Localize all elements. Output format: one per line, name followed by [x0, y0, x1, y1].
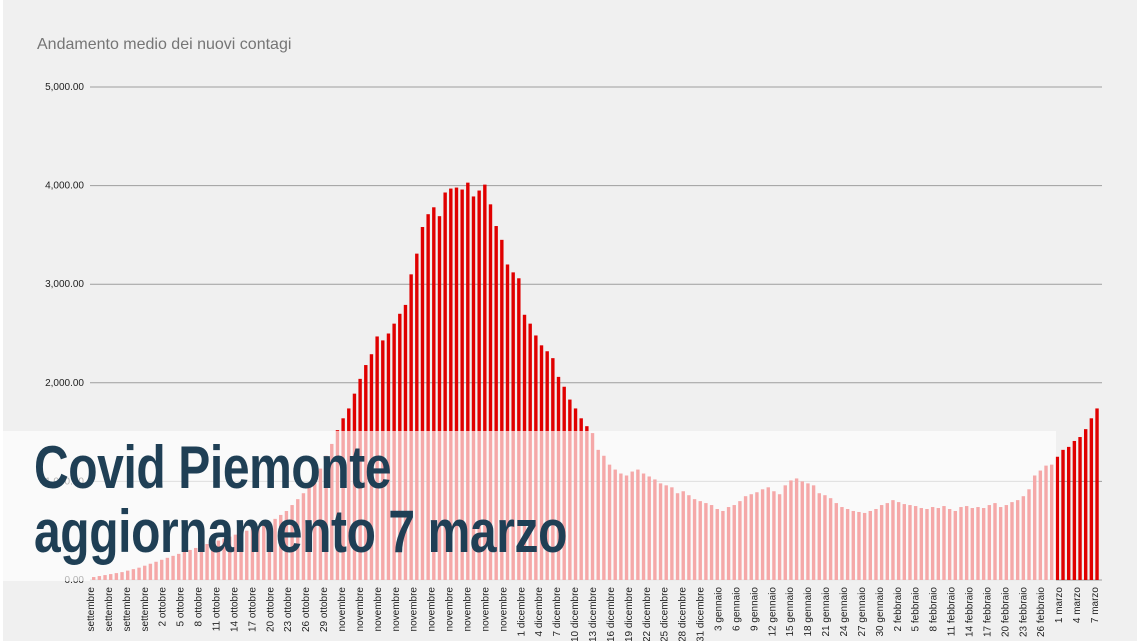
x-tick-label: 20 febbraio [1000, 587, 1011, 637]
x-tick-label: 18 gennaio [803, 587, 814, 637]
y-tick-label: 4,000.00 [45, 181, 84, 192]
bar [460, 189, 464, 581]
x-tick-label: 21 gennaio [821, 587, 832, 637]
x-tick-label: 17 ottobre [247, 587, 258, 632]
bar [1055, 456, 1060, 580]
x-tick-label: 13 dicembre [588, 587, 599, 641]
headline-line-1: Covid Piemonte [34, 434, 392, 501]
x-tick-label: 14 ottobre [229, 587, 240, 632]
x-tick-label: novembre [337, 587, 348, 632]
bar [511, 272, 515, 580]
x-tick-label: settembre [122, 587, 133, 632]
bar [1083, 429, 1088, 580]
x-tick-label: 5 ottobre [176, 587, 187, 627]
x-tick-label: 8 febbraio [929, 587, 940, 632]
x-tick-label: 8 ottobre [194, 587, 205, 627]
x-tick-label: 31 dicembre [696, 587, 707, 641]
x-tick-label: 5 febbraio [911, 587, 922, 632]
x-tick-label: 19 dicembre [624, 587, 635, 641]
x-tick-label: 30 gennaio [875, 587, 886, 637]
x-tick-label: 7 marzo [1090, 587, 1101, 624]
x-tick-label: novembre [355, 587, 366, 632]
bar [437, 216, 442, 581]
bar [1066, 446, 1071, 580]
y-tick-label: 2,000.00 [45, 378, 84, 389]
x-tick-label: 11 ottobre [212, 587, 223, 632]
bar [415, 253, 419, 580]
y-tick-label: 5,000.00 [45, 82, 84, 93]
x-tick-label: 27 gennaio [857, 587, 868, 637]
x-tick-label: 14 febbraio [965, 587, 976, 637]
x-tick-label: settembre [86, 587, 97, 632]
bar [426, 214, 430, 580]
x-tick-label: 15 gennaio [785, 587, 796, 637]
bar [1089, 418, 1094, 580]
x-tick-label: novembre [427, 587, 438, 632]
bar [1072, 440, 1077, 580]
x-tick-label: novembre [391, 587, 402, 632]
x-tick-label: 7 dicembre [552, 587, 563, 637]
x-tick-label: novembre [463, 587, 474, 632]
x-tick-label: 28 dicembre [678, 587, 689, 641]
headline: Covid Piemonte aggiornamento 7 marzo [34, 436, 567, 564]
x-tick-label: 23 ottobre [283, 587, 294, 632]
bar [432, 207, 436, 581]
bar [466, 182, 470, 580]
y-tick-label: 3,000.00 [45, 279, 84, 290]
bar [454, 187, 459, 580]
bar [471, 196, 476, 580]
x-tick-label: 26 ottobre [301, 587, 312, 632]
x-tick-label: novembre [498, 587, 509, 632]
x-tick-label: 3 gennaio [714, 587, 725, 631]
bar [494, 226, 498, 580]
x-tick-label: 20 ottobre [265, 587, 276, 632]
x-tick-label: 25 dicembre [660, 587, 671, 641]
bar [500, 239, 504, 580]
x-tick-label: 4 dicembre [534, 587, 545, 637]
x-tick-label: 17 febbraio [982, 587, 993, 637]
x-tick-label: settembre [140, 587, 151, 632]
x-tick-label: 1 marzo [1054, 587, 1065, 624]
bar [477, 190, 481, 580]
bar [517, 278, 521, 580]
bar [483, 184, 487, 581]
x-tick-label: 16 dicembre [606, 587, 617, 641]
x-tick-label: 22 dicembre [642, 587, 653, 641]
x-tick-label: novembre [373, 587, 384, 632]
x-tick-label: 10 dicembre [570, 587, 581, 641]
headline-overlay-band [3, 431, 1056, 581]
x-tick-label: 4 marzo [1072, 587, 1083, 624]
bar [1095, 408, 1099, 580]
x-tick-label: 23 febbraio [1018, 587, 1029, 637]
headline-line-2: aggiornamento 7 marzo [34, 498, 568, 565]
x-tick-label: 6 gennaio [731, 587, 742, 631]
bar [443, 192, 447, 580]
x-tick-label: 1 dicembre [516, 587, 527, 637]
x-tick-label: settembre [104, 587, 115, 632]
x-tick-label: 2 febbraio [893, 587, 904, 632]
bar [505, 264, 510, 580]
x-tick-label: 2 ottobre [158, 587, 169, 627]
x-tick-label: 9 gennaio [749, 587, 760, 631]
x-axis-ticks: settembre settembre settembre settembre 2 ot… [86, 587, 1101, 641]
x-tick-label: novembre [445, 587, 456, 632]
x-tick-label: 12 gennaio [767, 587, 778, 637]
bar [1061, 449, 1065, 580]
chart-title: Andamento medio dei nuovi contagi [37, 36, 292, 53]
x-tick-label: 29 ottobre [319, 587, 330, 632]
x-tick-label: 11 febbraio [947, 587, 958, 637]
bar [488, 204, 493, 580]
x-tick-label: novembre [409, 587, 420, 632]
bar [1078, 437, 1082, 580]
bar [409, 274, 413, 580]
x-tick-label: novembre [480, 587, 491, 632]
x-tick-label: 24 gennaio [839, 587, 850, 637]
bar [420, 227, 425, 580]
bar [449, 188, 453, 580]
x-tick-label: 26 febbraio [1036, 587, 1047, 637]
